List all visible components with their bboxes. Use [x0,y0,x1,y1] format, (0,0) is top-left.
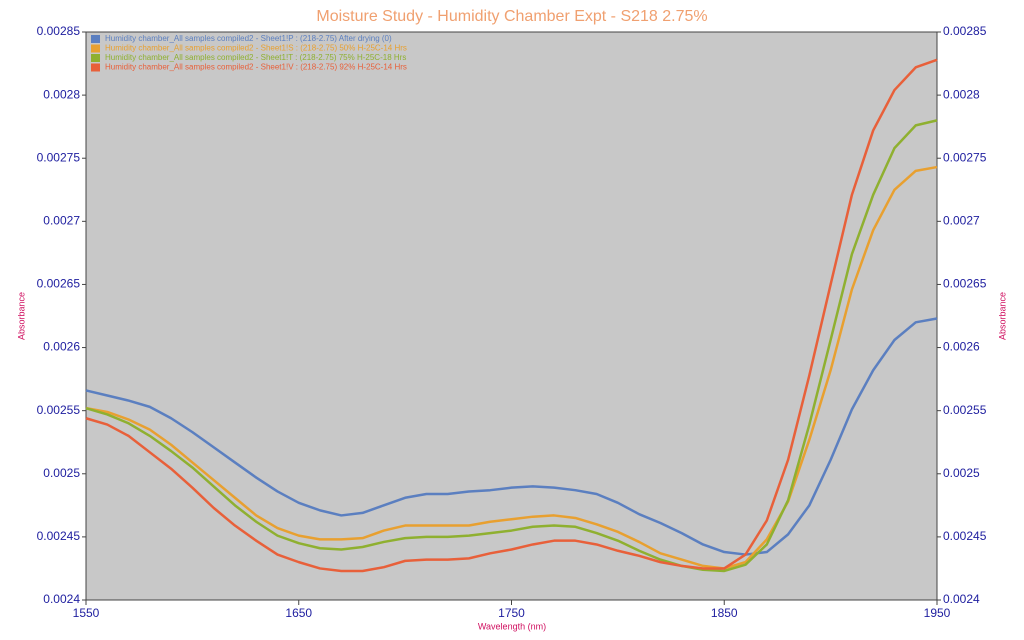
plot-area [85,31,938,601]
y-tick-label: 0.0027 [43,214,80,228]
legend-swatch [91,63,100,72]
y-tick-label: 0.00265 [37,277,81,291]
x-tick-label: 1550 [73,606,100,620]
y2-tick-label: 0.00245 [943,529,987,543]
y-tick-label: 0.00275 [37,150,81,164]
x-tick-label: 1650 [285,606,312,620]
series-line [85,58,938,573]
y2-axis-label: Absorbance [997,292,1007,340]
y2-tick-label: 0.0027 [943,214,980,228]
legend-label: Humidity chamber_All samples compiled2 -… [105,53,406,62]
y2-tick-label: 0.00255 [943,403,987,417]
legend-label: Humidity chamber_All samples compiled2 -… [105,44,407,53]
y2-tick-label: 0.0026 [943,340,980,354]
y-tick-label: 0.0028 [43,87,80,101]
x-axis-label: Wavelength (nm) [478,621,546,631]
x-tick-label: 1850 [711,606,738,620]
y-tick-label: 0.0025 [43,466,80,480]
y2-tick-label: 0.00285 [943,24,987,38]
y-axis-label: Absorbance [16,292,26,340]
chart-title: Moisture Study - Humidity Chamber Expt -… [316,8,707,25]
y-tick-label: 0.00255 [37,403,81,417]
y2-tick-label: 0.0024 [943,592,980,606]
y-tick-label: 0.00245 [37,529,81,543]
legend-swatch [91,35,100,43]
series-line [85,119,938,573]
y2-tick-label: 0.0028 [943,87,980,101]
series-line [85,165,938,570]
series-line [85,317,938,556]
x-tick-label: 1950 [924,606,951,620]
legend-swatch [91,54,100,62]
x-tick-label: 1750 [498,606,525,620]
y2-tick-label: 0.00275 [943,150,987,164]
legend-label: Humidity chamber_All samples compiled2 -… [105,63,407,72]
legend-swatch [91,44,100,53]
y-tick-label: 0.0024 [43,592,80,606]
y-tick-label: 0.00285 [37,24,81,38]
y2-tick-label: 0.00265 [943,277,987,291]
y2-tick-label: 0.0025 [943,466,980,480]
y-tick-label: 0.0026 [43,340,80,354]
legend-label: Humidity chamber_All samples compiled2 -… [105,34,392,43]
